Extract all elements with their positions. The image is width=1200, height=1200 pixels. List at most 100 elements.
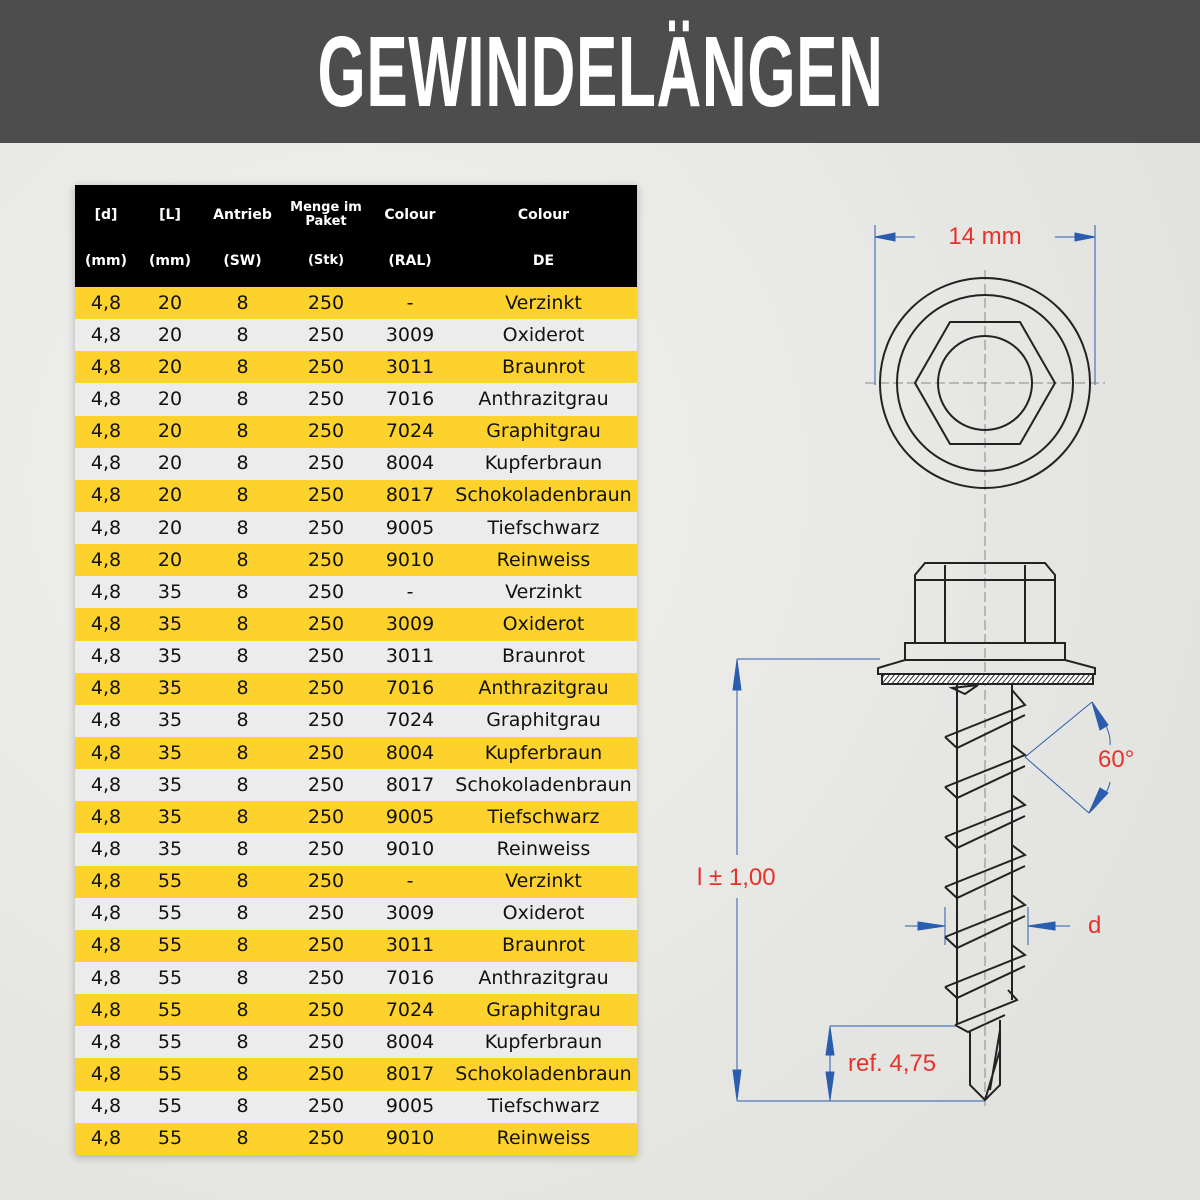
cell-l: 20 <box>157 452 183 475</box>
cell-antrieb: 8 <box>236 387 249 410</box>
cell-l: 55 <box>157 1127 183 1150</box>
cell-colour: Oxiderot <box>502 612 585 635</box>
cell-colour: Braunrot <box>501 645 586 668</box>
cell-l: 20 <box>157 484 183 507</box>
cell-ral: 7024 <box>385 998 435 1021</box>
cell-colour: Schokoladenbraun <box>455 1062 632 1085</box>
cell-colour: Graphitgrau <box>486 420 601 443</box>
cell-colour: Anthrazitgrau <box>478 677 609 700</box>
cell-antrieb: 8 <box>236 934 249 957</box>
cell-antrieb: 8 <box>236 420 249 443</box>
table-row: 4,8 35 8 250 7024 Graphitgrau <box>75 704 637 737</box>
cell-d: 4,8 <box>90 420 122 443</box>
tip-label: ref. 4,75 <box>848 1050 936 1077</box>
cell-antrieb: 8 <box>236 677 249 700</box>
cell-menge: 250 <box>307 645 345 668</box>
cell-menge: 250 <box>307 870 345 893</box>
table-row: 4,8 20 8 250 9005 Tiefschwarz <box>75 511 637 545</box>
cell-d: 4,8 <box>90 355 122 378</box>
cell-ral: 9010 <box>385 1127 435 1150</box>
header-colour-ral: Colour <box>384 207 436 223</box>
cell-ral: 7016 <box>385 677 435 700</box>
cell-d: 4,8 <box>90 870 122 893</box>
cell-antrieb: 8 <box>236 805 249 828</box>
cell-antrieb: 8 <box>236 1062 249 1085</box>
cell-ral: - <box>406 291 414 314</box>
cell-l: 20 <box>157 387 183 410</box>
cell-colour: Braunrot <box>501 355 586 378</box>
cell-colour: Kupferbraun <box>484 1030 603 1053</box>
cell-ral: 9005 <box>385 805 435 828</box>
cell-ral: 9005 <box>385 516 435 539</box>
table-row: 4,8 55 8 250 8017 Schokoladenbraun <box>75 1058 637 1091</box>
cell-colour: Tiefschwarz <box>487 516 600 539</box>
cell-antrieb: 8 <box>236 580 249 603</box>
cell-d: 4,8 <box>90 612 122 635</box>
cell-d: 4,8 <box>90 837 122 860</box>
cell-menge: 250 <box>307 1095 345 1118</box>
cell-menge: 250 <box>307 741 345 764</box>
table-row: 4,8 35 8 250 8017 Schokoladenbraun <box>75 769 637 802</box>
cell-menge: 250 <box>307 966 345 989</box>
cell-colour: Oxiderot <box>502 323 585 346</box>
cell-d: 4,8 <box>90 805 122 828</box>
header-d: [d] <box>94 207 118 223</box>
cell-l: 55 <box>157 1030 183 1053</box>
unit-ral: (RAL) <box>388 253 432 269</box>
table-row: 4,8 20 8 250 7024 Graphitgrau <box>75 415 637 448</box>
cell-menge: 250 <box>307 355 345 378</box>
cell-menge: 250 <box>307 709 345 732</box>
table-row: 4,8 55 8 250 7024 Graphitgrau <box>75 994 637 1027</box>
cell-d: 4,8 <box>90 902 122 925</box>
head-width-label: 14 mm <box>948 223 1021 250</box>
cell-ral: 3011 <box>385 645 435 668</box>
cell-menge: 250 <box>307 1030 345 1053</box>
cell-menge: 250 <box>307 580 345 603</box>
table-row: 4,8 35 8 250 3009 Oxiderot <box>75 608 637 641</box>
cell-antrieb: 8 <box>236 452 249 475</box>
cell-d: 4,8 <box>90 1095 122 1118</box>
table-row: 4,8 20 8 250 7016 Anthrazitgrau <box>75 383 637 416</box>
cell-ral: 3011 <box>385 355 435 378</box>
cell-ral: 7016 <box>385 387 435 410</box>
cell-ral: 8004 <box>385 741 435 764</box>
cell-colour: Tiefschwarz <box>487 1095 600 1118</box>
table-row: 4,8 55 8 250 8004 Kupferbraun <box>75 1026 637 1059</box>
header-colour-de: Colour <box>517 207 570 223</box>
angle-label: 60° <box>1098 746 1134 773</box>
cell-menge: 250 <box>307 1127 345 1150</box>
cell-d: 4,8 <box>90 387 122 410</box>
table-row: 4,8 20 8 250 3009 Oxiderot <box>75 319 637 352</box>
cell-antrieb: 8 <box>236 548 249 571</box>
cell-d: 4,8 <box>90 677 122 700</box>
screw-top-view <box>879 277 1091 489</box>
cell-l: 55 <box>157 966 183 989</box>
cell-colour: Tiefschwarz <box>487 805 600 828</box>
cell-menge: 250 <box>307 998 345 1021</box>
header-antrieb: Antrieb <box>213 207 272 223</box>
cell-menge: 250 <box>307 902 345 925</box>
cell-ral: 9005 <box>385 1095 435 1118</box>
cell-l: 55 <box>157 998 183 1021</box>
table-row: 4,8 55 8 250 9010 Reinweiss <box>75 1122 637 1155</box>
unit-l: (mm) <box>149 253 191 269</box>
cell-ral: 7024 <box>385 420 435 443</box>
cell-antrieb: 8 <box>236 323 249 346</box>
cell-colour: Schokoladenbraun <box>455 484 632 507</box>
cell-d: 4,8 <box>90 1030 122 1053</box>
table-row: 4,8 55 8 250 3011 Braunrot <box>75 929 637 962</box>
cell-ral: 7016 <box>385 966 435 989</box>
unit-d: (mm) <box>85 253 127 269</box>
cell-menge: 250 <box>307 291 345 314</box>
unit-menge: (Stk) <box>307 253 345 269</box>
cell-d: 4,8 <box>90 1062 122 1085</box>
cell-antrieb: 8 <box>236 837 249 860</box>
cell-antrieb: 8 <box>236 645 249 668</box>
table-body: 4,8 20 8 250- Verzinkt 4,8 20 8 250 3009 Oxiderot 4… <box>75 287 637 1155</box>
unit-de: DE <box>532 253 555 269</box>
cell-menge: 250 <box>307 387 345 410</box>
table-header: [d] [L] Antrieb Menge im Paket Colour Co… <box>75 185 637 287</box>
cell-antrieb: 8 <box>236 355 249 378</box>
cell-l: 20 <box>157 516 183 539</box>
cell-d: 4,8 <box>90 709 122 732</box>
